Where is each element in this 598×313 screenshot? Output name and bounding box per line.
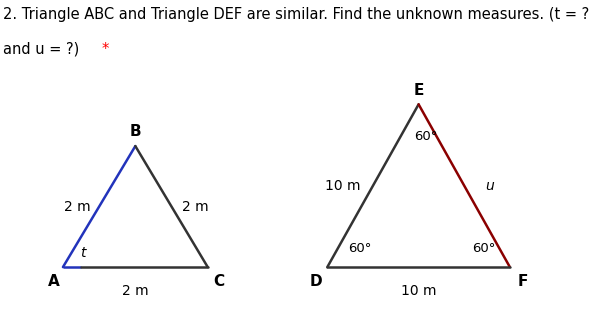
Text: C: C bbox=[213, 274, 225, 289]
Text: 2 m: 2 m bbox=[182, 200, 209, 213]
Text: A: A bbox=[48, 274, 59, 289]
Text: 10 m: 10 m bbox=[325, 179, 361, 193]
Text: t: t bbox=[80, 246, 86, 260]
Text: F: F bbox=[517, 274, 527, 289]
Text: 60°: 60° bbox=[349, 242, 372, 255]
Text: 2. Triangle ABC and Triangle DEF are similar. Find the unknown measures. (t = ?: 2. Triangle ABC and Triangle DEF are sim… bbox=[3, 7, 590, 22]
Text: and u = ?): and u = ?) bbox=[3, 42, 84, 57]
Text: B: B bbox=[130, 124, 141, 139]
Text: 2 m: 2 m bbox=[64, 200, 90, 213]
Text: E: E bbox=[413, 83, 424, 98]
Text: 60°: 60° bbox=[472, 242, 495, 255]
Text: D: D bbox=[310, 274, 322, 289]
Text: u: u bbox=[485, 179, 494, 193]
Text: 2 m: 2 m bbox=[122, 284, 149, 298]
Text: 10 m: 10 m bbox=[401, 284, 437, 298]
Text: *: * bbox=[102, 42, 109, 57]
Text: 60°: 60° bbox=[414, 130, 438, 142]
